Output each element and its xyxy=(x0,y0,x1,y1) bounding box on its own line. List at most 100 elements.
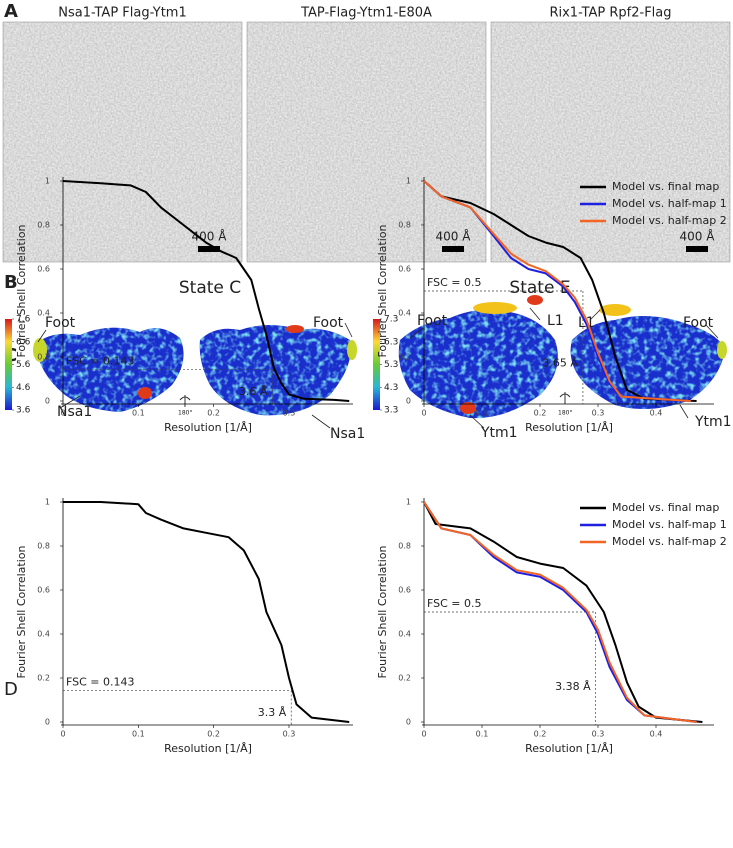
micrograph xyxy=(3,22,242,262)
colorbar-label: 4.3 xyxy=(384,383,398,393)
rotation-icon xyxy=(179,395,191,407)
x-axis-label: Resolution [1/Å] xyxy=(525,742,613,755)
micrograph xyxy=(247,22,486,262)
x-tick-label: 0.4 xyxy=(650,730,663,739)
state-title: State C xyxy=(179,278,241,298)
x-tick-label: 0.3 xyxy=(283,409,296,418)
map-texture xyxy=(570,316,725,409)
threshold-label: FSC = 0.143 xyxy=(66,355,135,368)
y-tick-label: 0.2 xyxy=(398,674,411,683)
map-label: Foot xyxy=(683,315,714,331)
colorbar-label: 6.6 xyxy=(16,337,31,347)
y-tick-label: 0.6 xyxy=(37,265,50,274)
y-tick-label: 1 xyxy=(45,177,50,186)
micrograph-border xyxy=(490,21,731,263)
micrograph-border xyxy=(246,21,487,263)
x-tick-label: 0.3 xyxy=(592,409,605,418)
y-tick-label: 0.6 xyxy=(398,265,411,274)
map-highlight xyxy=(138,387,152,399)
legend-label: Model vs. half-map 1 xyxy=(612,197,727,210)
scale-bar xyxy=(686,246,708,252)
resolution-label: 3.3 Å xyxy=(258,706,287,719)
y-axis-label: Fourier Shell Correlation xyxy=(376,545,389,678)
map-label: 180° xyxy=(558,410,572,417)
map-label: Foot xyxy=(45,315,76,331)
y-tick-label: 0 xyxy=(45,397,50,406)
state-title: State E xyxy=(509,278,570,298)
leader-line xyxy=(37,307,719,429)
fsc-curve xyxy=(423,180,697,402)
map-highlight xyxy=(599,304,631,316)
scale-bar-label: 400 Å xyxy=(680,229,716,244)
x-tick-label: 0.3 xyxy=(592,730,605,739)
x-tick-label: 0.2 xyxy=(207,409,220,418)
y-tick-label: 0.4 xyxy=(398,309,411,318)
legend-label: Model vs. final map xyxy=(612,501,719,514)
map-texture xyxy=(398,309,558,419)
colorbar-label: 4.6 xyxy=(16,383,31,393)
micrograph-title: Rix1-TAP Rpf2-Flag xyxy=(549,6,671,21)
fsc-curve xyxy=(62,180,350,402)
map-label: 180° xyxy=(178,410,192,417)
y-tick-label: 0.2 xyxy=(398,353,411,362)
panel-label: A xyxy=(4,1,18,22)
y-tick-label: 0.8 xyxy=(398,542,411,551)
colorbar-label: 3.3 xyxy=(384,406,398,416)
x-tick-label: 0.2 xyxy=(207,730,220,739)
threshold-label: FSC = 0.5 xyxy=(427,597,482,610)
y-tick-label: 0.4 xyxy=(37,630,50,639)
map-label: Nsa1 xyxy=(330,426,365,442)
x-tick-label: 0 xyxy=(60,409,65,418)
x-tick-label: 0 xyxy=(421,730,426,739)
map-label: Foot xyxy=(313,315,344,331)
scale-bar-label: 400 Å xyxy=(192,229,228,244)
resolution-label: 3.65 Å xyxy=(542,357,578,370)
colorbar-label: 7.3 xyxy=(384,315,398,325)
x-axis-label: Resolution [1/Å] xyxy=(525,421,613,434)
scale-bar xyxy=(198,246,220,252)
y-tick-label: 0 xyxy=(406,718,411,727)
micrograph-title: Nsa1-TAP Flag-Ytm1 xyxy=(58,6,186,21)
y-tick-label: 0.8 xyxy=(37,542,50,551)
colorbar xyxy=(373,319,380,410)
x-tick-label: 0.2 xyxy=(534,730,547,739)
map-highlight xyxy=(33,338,47,362)
map-highlight xyxy=(286,325,304,333)
y-tick-label: 0.2 xyxy=(37,353,50,362)
resolution-label: 3.6 Å xyxy=(239,385,268,398)
legend-label: Model vs. final map xyxy=(612,180,719,193)
x-tick-label: 0 xyxy=(60,730,65,739)
y-tick-label: 0.6 xyxy=(398,586,411,595)
x-axis-label: Resolution [1/Å] xyxy=(164,421,252,434)
y-tick-label: 1 xyxy=(406,177,411,186)
legend-label: Model vs. half-map 1 xyxy=(612,518,727,531)
x-tick-label: 0.4 xyxy=(650,409,663,418)
map-label: L1 xyxy=(547,313,564,329)
x-axis-label: Resolution [1/Å] xyxy=(164,742,252,755)
charts: 0 0.2 0.4 0.6 0.8 1 0 0.1 0.2 0.3 Resolution [1/Å]… xyxy=(15,177,727,756)
y-tick-label: 0.6 xyxy=(37,586,50,595)
colorbar-label: 6.3 xyxy=(384,337,398,347)
scale-bar xyxy=(442,246,464,252)
rotation-icon xyxy=(559,392,571,404)
y-tick-label: 0 xyxy=(406,397,411,406)
map-highlight xyxy=(460,402,476,414)
map-label: Ytm1 xyxy=(480,425,518,441)
micrographs: Nsa1-TAP Flag-Ytm1 400 Å TAP-Flag-Ytm1-E80… xyxy=(2,6,731,263)
x-tick-label: 0.1 xyxy=(476,409,489,418)
y-tick-label: 0.2 xyxy=(37,674,50,683)
threshold-label: FSC = 0.5 xyxy=(427,276,482,289)
threshold-label: FSC = 0.143 xyxy=(66,676,135,689)
x-tick-label: 0.1 xyxy=(132,409,145,418)
fsc-curve xyxy=(423,180,691,402)
x-tick-label: 0 xyxy=(421,409,426,418)
colorbar-label: 7.6 xyxy=(16,315,31,325)
x-tick-label: 0.1 xyxy=(476,730,489,739)
y-axis-label: Fourier Shell Correlation xyxy=(15,224,28,357)
x-tick-label: 0.1 xyxy=(132,730,145,739)
y-tick-label: 0.8 xyxy=(37,221,50,230)
resolution-label: 3.38 Å xyxy=(555,680,591,693)
map-highlight xyxy=(717,341,727,359)
x-tick-label: 0.2 xyxy=(534,409,547,418)
map-highlight xyxy=(347,340,357,360)
